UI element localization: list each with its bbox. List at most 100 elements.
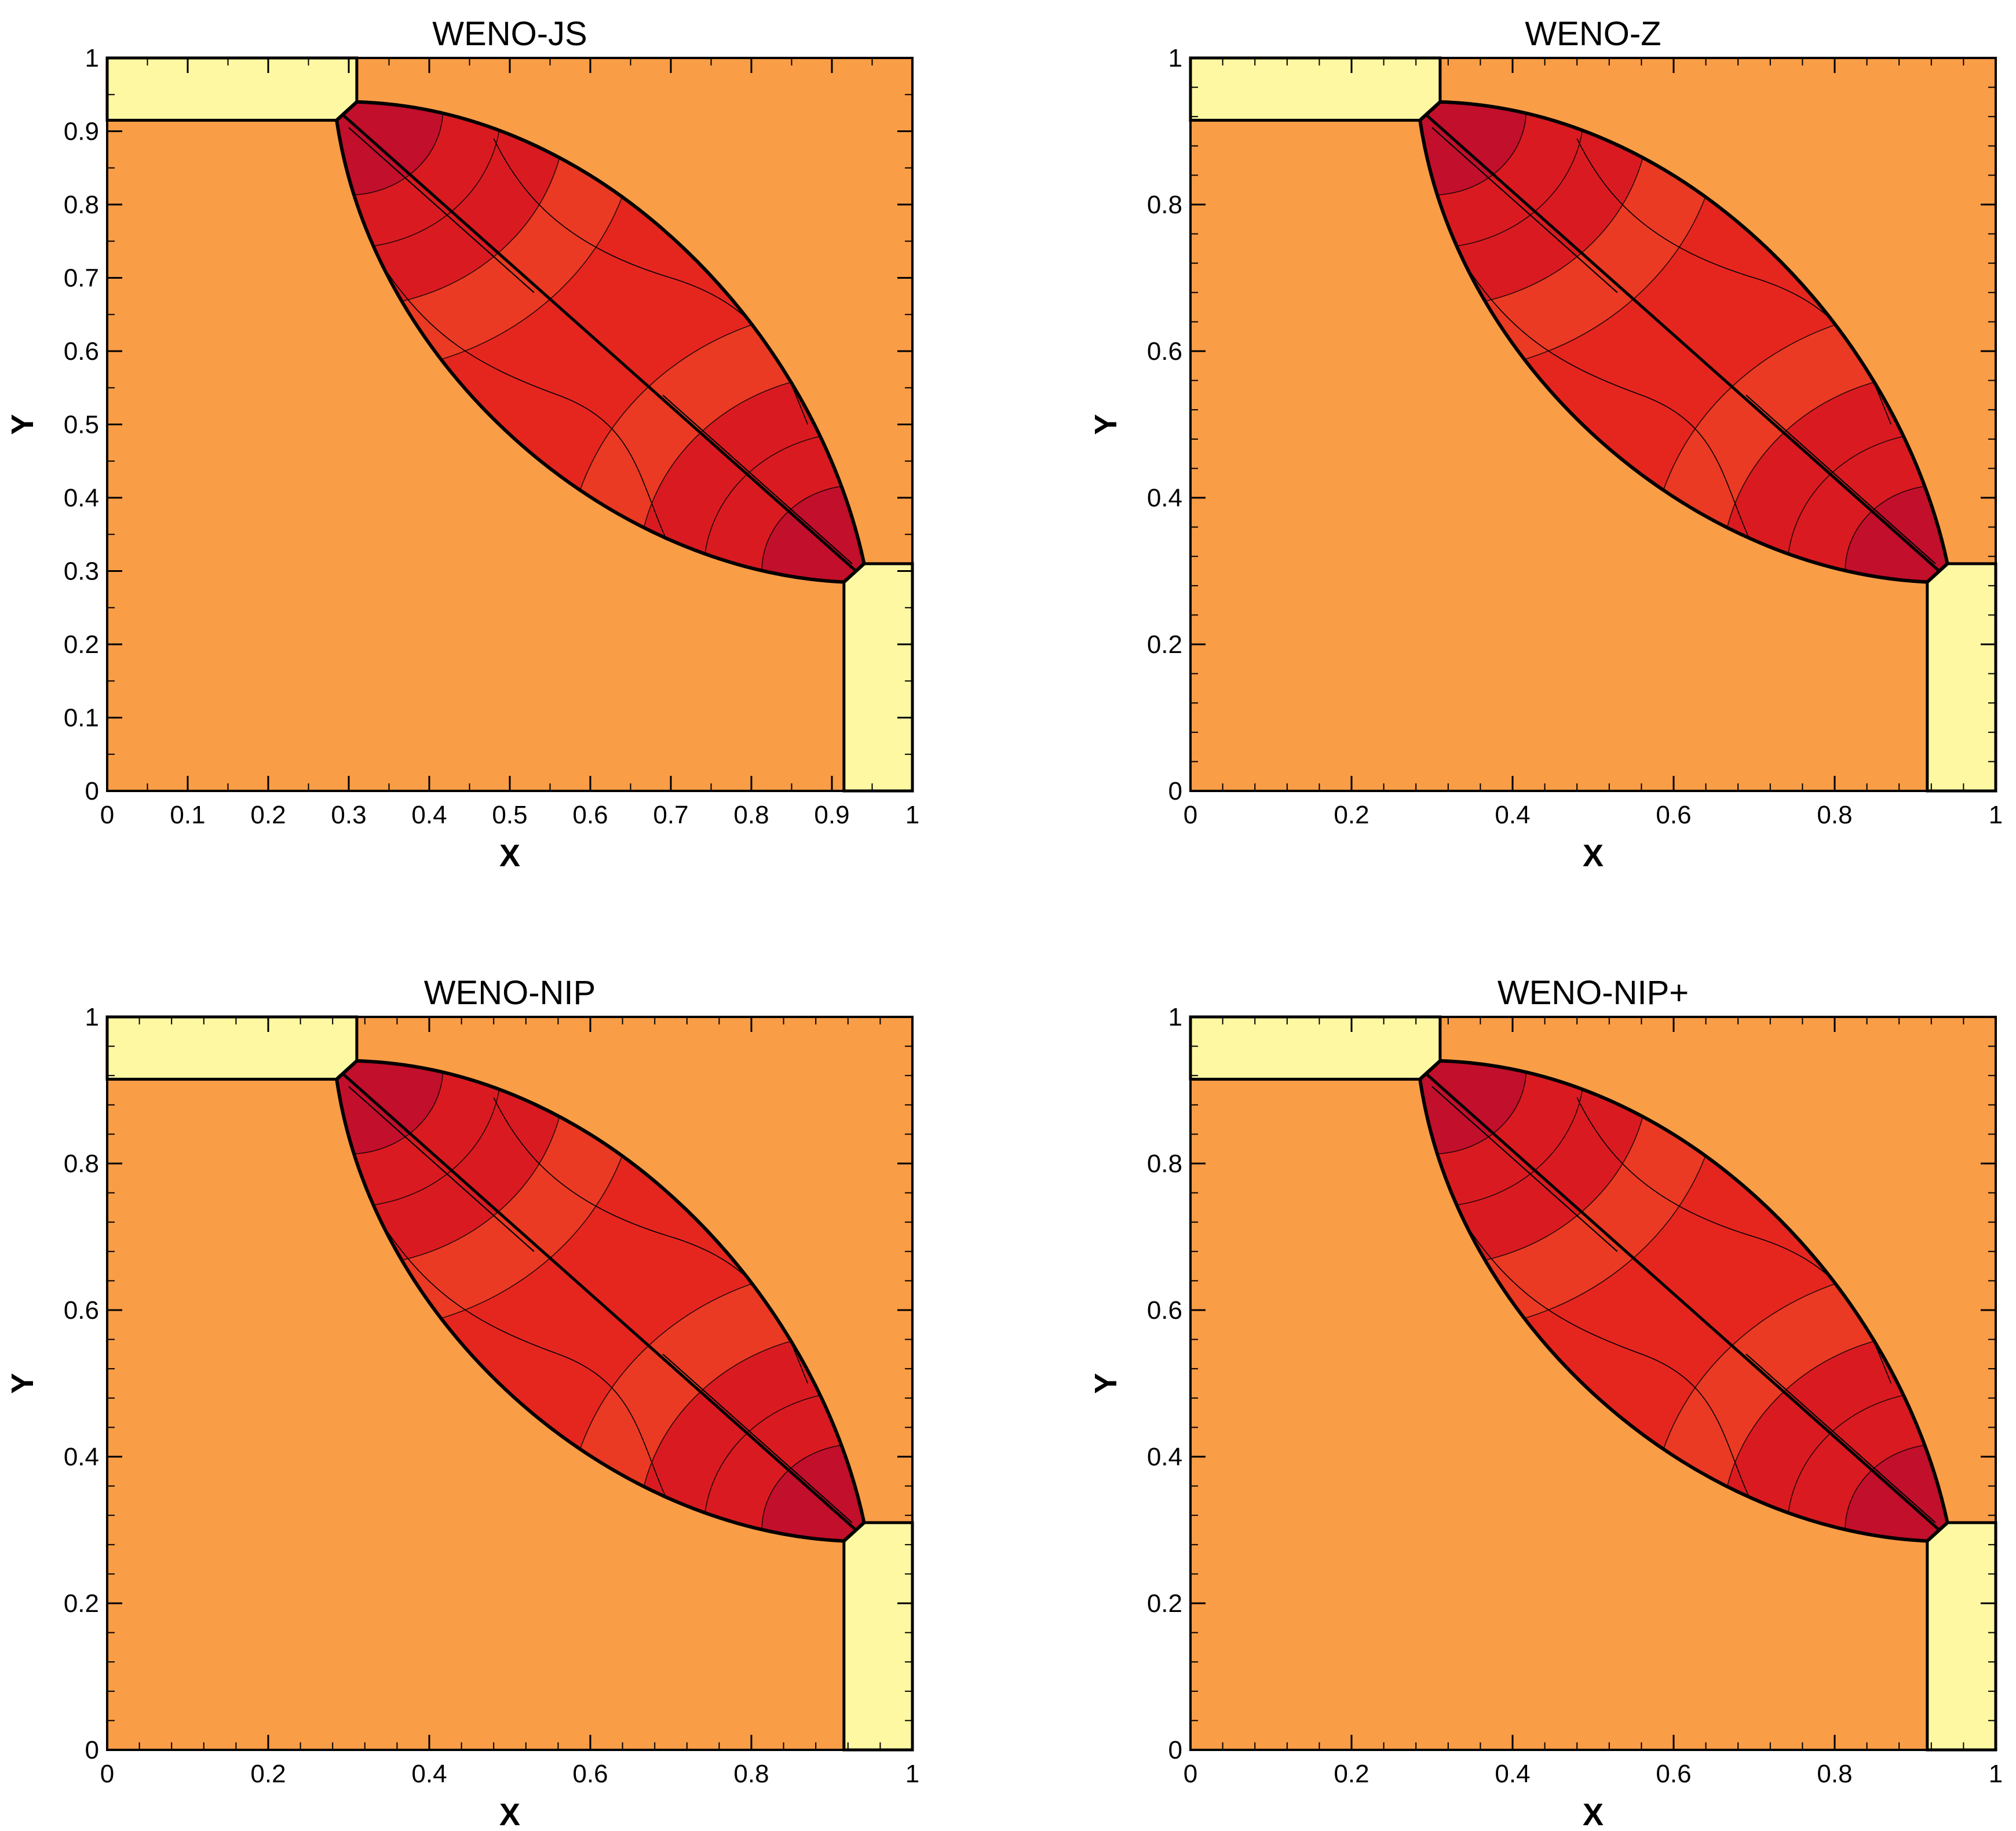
x-tick-label: 0.2 — [250, 1760, 286, 1788]
y-axis-label: Y — [5, 414, 40, 435]
lens-outline — [334, 1059, 866, 1543]
lower-right-state-region — [842, 1521, 914, 1752]
y-axis-label: Y — [5, 1373, 40, 1394]
x-axis-label: X — [1583, 838, 1604, 873]
y-tick-label: 0 — [85, 777, 99, 805]
y-tick-label: 0.3 — [64, 557, 99, 586]
y-tick-label: 0.6 — [1147, 337, 1182, 366]
jet-contour-line — [348, 1086, 535, 1252]
y-tick-label: 0.8 — [1147, 191, 1182, 219]
lens-outline — [1418, 100, 1949, 584]
panel-weno-nip-plus: 0 0.2 0.4 0.6 0.8 1 0 0.2 0.4 0.6 0.8 1 WENO-NIP+ X Y — [1089, 974, 2003, 1831]
x-tick-label: 0.2 — [1334, 801, 1369, 829]
x-tick-label: 0.2 — [1334, 1760, 1369, 1788]
plot-frame — [106, 1016, 914, 1751]
contour-line — [1463, 262, 1755, 549]
y-tick-label: 0.8 — [64, 1150, 99, 1178]
x-axis-label: X — [499, 1797, 520, 1831]
x-tick-label: 0.6 — [572, 801, 608, 829]
x-tick-label: 0.1 — [170, 801, 205, 829]
upper-left-state-region — [105, 56, 359, 122]
x-tick-label: 0.4 — [411, 801, 447, 829]
y-tick-label: 0 — [1168, 1736, 1182, 1764]
y-tick-label: 0.6 — [64, 1296, 99, 1325]
x-tick-label: 0 — [1184, 1760, 1197, 1788]
plot-frame — [1189, 1016, 1997, 1751]
x-tick-label: 0.6 — [1656, 801, 1691, 829]
y-tick-label: 0.8 — [64, 191, 99, 219]
y-tick-label: 0 — [85, 1736, 99, 1764]
y-tick-label: 1 — [85, 44, 99, 72]
jet-line — [1423, 112, 1945, 576]
x-tick-label: 0.4 — [1495, 801, 1530, 829]
upper-left-state-region — [1189, 1015, 1442, 1081]
x-tick-label: 0 — [100, 1760, 114, 1788]
y-tick-label: 0.9 — [64, 118, 99, 146]
y-tick-label: 0.2 — [64, 630, 99, 659]
x-tick-label: 0.8 — [1817, 1760, 1852, 1788]
jet-line — [1423, 1071, 1945, 1535]
y-tick-label: 0.6 — [64, 337, 99, 366]
x-tick-label: 0.5 — [492, 801, 527, 829]
contour-line — [1463, 1221, 1755, 1508]
x-tick-label: 0.4 — [1495, 1760, 1530, 1788]
lens-group — [1418, 100, 1949, 584]
x-tick-label: 0.8 — [1817, 801, 1852, 829]
y-tick-label: 1 — [1168, 44, 1182, 72]
y-tick-label: 1 — [1168, 1003, 1182, 1031]
y-tick-label: 0.2 — [1147, 630, 1182, 659]
x-tick-label: 1 — [1989, 1760, 2003, 1788]
x-tick-label: 0.7 — [653, 801, 688, 829]
panel-weno-js: 0 0.1 0.2 0.3 0.4 0.5 0.6 0.7 0.8 0.9 1 0 0.1 0.2 0.3 0… — [5, 15, 919, 873]
upper-left-state-region — [105, 1015, 359, 1081]
y-tick-label: 0.4 — [64, 484, 99, 512]
jet-contour-line — [662, 395, 853, 564]
panel-title: WENO-NIP+ — [1498, 974, 1689, 1012]
x-tick-label: 0 — [100, 801, 114, 829]
x-tick-label: 0.9 — [814, 801, 849, 829]
jet-contour-line — [348, 127, 535, 293]
lens-outline — [334, 100, 866, 584]
lens-group — [334, 1059, 866, 1543]
y-tick-label: 0.4 — [64, 1443, 99, 1471]
y-tick-label: 1 — [85, 1003, 99, 1031]
y-tick-label: 0.1 — [64, 704, 99, 732]
y-axis-label: Y — [1089, 414, 1123, 435]
x-tick-label: 1 — [905, 801, 919, 829]
panel-weno-z: 0 0.2 0.4 0.6 0.8 1 0 0.2 0.4 0.6 0.8 1 WENO-Z X Y — [1089, 15, 2003, 873]
x-axis-label: X — [499, 838, 520, 873]
panel-title: WENO-NIP — [424, 974, 596, 1012]
y-tick-label: 0.8 — [1147, 1150, 1182, 1178]
lens-group — [334, 100, 866, 584]
x-tick-label: 0.2 — [250, 801, 286, 829]
y-tick-label: 0.6 — [1147, 1296, 1182, 1325]
lens-group — [1418, 1059, 1949, 1543]
jet-line — [339, 112, 861, 576]
y-tick-label: 0 — [1168, 777, 1182, 805]
jet-contour-line — [1745, 395, 1936, 564]
x-tick-label: 0.4 — [411, 1760, 447, 1788]
jet-contour-line — [1745, 1354, 1936, 1523]
panel-weno-nip: 0 0.2 0.4 0.6 0.8 1 0 0.2 0.4 0.6 0.8 1 WENO-NIP X Y — [5, 974, 919, 1831]
panel-title: WENO-JS — [432, 15, 587, 53]
lower-right-state-region — [842, 562, 914, 793]
jet-contour-line — [1431, 127, 1618, 293]
y-tick-label: 0.4 — [1147, 1443, 1182, 1471]
jet-contour-line — [1431, 1086, 1618, 1252]
x-tick-label: 0.8 — [733, 801, 769, 829]
x-tick-label: 1 — [1989, 801, 2003, 829]
x-tick-label: 0.8 — [733, 1760, 769, 1788]
panel-title: WENO-Z — [1525, 15, 1661, 53]
contour-line — [380, 1221, 671, 1508]
jet-contour-line — [662, 1354, 853, 1523]
x-tick-label: 0.3 — [331, 801, 366, 829]
y-tick-label: 0.2 — [64, 1589, 99, 1618]
x-axis-label: X — [1583, 1797, 1604, 1831]
x-tick-label: 1 — [905, 1760, 919, 1788]
x-tick-label: 0.6 — [1656, 1760, 1691, 1788]
lower-right-state-region — [1926, 562, 1997, 793]
plot-frame — [1189, 57, 1997, 792]
lower-right-state-region — [1926, 1521, 1997, 1752]
contour-line — [380, 262, 671, 549]
